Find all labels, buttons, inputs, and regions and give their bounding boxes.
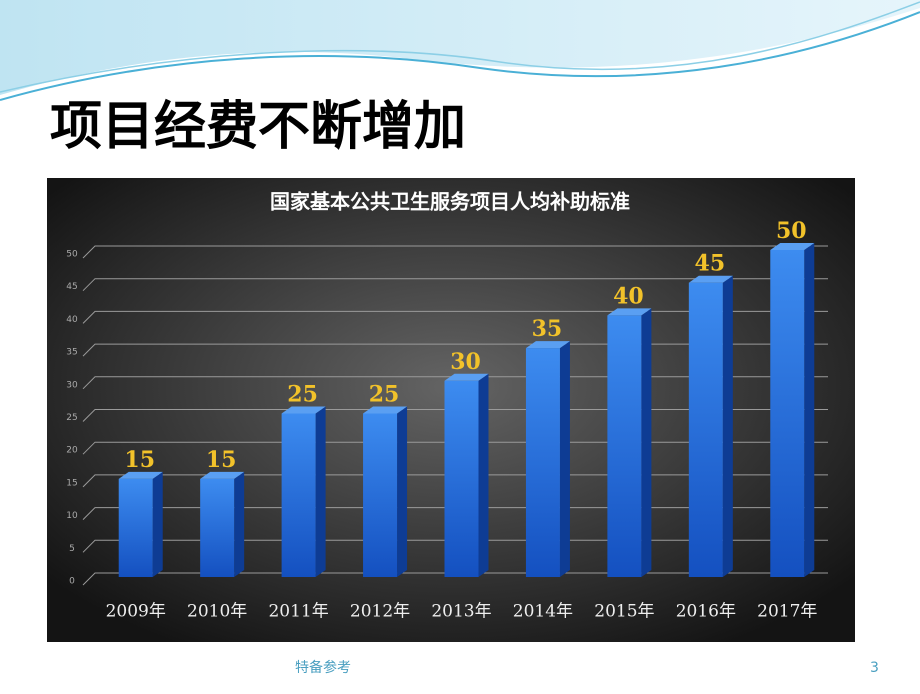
- footer: 特备参考: [295, 659, 351, 676]
- page-number: 3: [870, 660, 879, 676]
- grid-line: [82, 474, 828, 488]
- bar-top: [444, 373, 489, 381]
- bar: [118, 478, 153, 577]
- x-tick-label: 2010年: [187, 602, 247, 622]
- grid-line: [82, 539, 828, 553]
- value-label: 40: [613, 283, 644, 309]
- bar: [525, 348, 560, 577]
- bar-side: [722, 275, 733, 577]
- grid-line: [82, 343, 828, 357]
- header-wave-line: [0, 1, 920, 93]
- y-tick-label: 10: [66, 511, 78, 521]
- value-label: 15: [206, 447, 237, 473]
- bar-top: [200, 471, 245, 479]
- y-tick-label: 40: [66, 315, 78, 325]
- x-tick-label: 2009年: [106, 602, 166, 622]
- grid-line: [82, 572, 828, 586]
- bar: [444, 380, 479, 577]
- header-wave: [0, 0, 920, 95]
- x-tick-label: 2015年: [594, 602, 654, 622]
- x-tick-label: 2012年: [350, 602, 410, 622]
- bar-top: [607, 308, 652, 316]
- y-tick-label: 15: [66, 478, 77, 488]
- plot: 0 5 10 15 20 25 30 35 40 45 50 2009年 15 2010年 15 2011年 2…: [66, 218, 828, 622]
- grid-line: [82, 310, 828, 324]
- bar-side: [315, 406, 326, 577]
- bar: [200, 478, 235, 577]
- grid-line: [82, 507, 828, 520]
- value-label: 50: [776, 218, 807, 244]
- bar-top: [281, 406, 326, 414]
- bar-top: [688, 275, 733, 283]
- bar: [688, 282, 723, 577]
- grid-line: [82, 278, 828, 292]
- bar-side: [804, 243, 815, 577]
- grid-line: [82, 376, 828, 390]
- value-label: 35: [532, 316, 563, 342]
- bar: [363, 413, 398, 577]
- x-tick-label: 2016年: [676, 602, 736, 622]
- value-label: 25: [287, 382, 318, 408]
- grid-line: [82, 409, 828, 422]
- bar-side: [152, 471, 163, 577]
- bar-side: [234, 471, 245, 577]
- bar-top: [363, 406, 408, 414]
- value-label: 25: [369, 382, 400, 408]
- value-label: 30: [450, 349, 481, 375]
- y-tick-label: 5: [69, 544, 75, 554]
- y-tick-label: 35: [66, 348, 77, 358]
- bar-side: [478, 373, 489, 577]
- slide-title: 项目经费不断增加: [50, 97, 466, 157]
- bar-side: [397, 406, 408, 577]
- bar: [607, 315, 642, 577]
- x-tick-label: 2017年: [757, 602, 817, 622]
- value-label: 45: [695, 251, 726, 277]
- x-tick-label: 2014年: [513, 602, 573, 622]
- y-tick-label: 50: [66, 250, 78, 260]
- grid-line: [82, 441, 828, 455]
- header-wave-line: [0, 11, 920, 101]
- bar-side: [559, 341, 570, 577]
- bar-side: [641, 308, 652, 577]
- y-tick-label: 20: [66, 446, 78, 456]
- bar: [281, 413, 316, 577]
- y-tick-label: 0: [69, 577, 75, 587]
- y-tick-label: 25: [66, 413, 77, 423]
- x-tick-label: 2011年: [268, 602, 328, 622]
- bar-top: [770, 243, 815, 250]
- y-tick-label: 30: [66, 380, 78, 390]
- bar-top: [118, 471, 163, 479]
- bar: [770, 250, 805, 577]
- chart-title: 国家基本公共卫生服务项目人均补助标准: [270, 190, 630, 214]
- value-label: 15: [124, 447, 155, 473]
- bar-top: [525, 341, 570, 349]
- grid-line: [82, 245, 828, 259]
- y-tick-label: 45: [66, 282, 77, 292]
- x-tick-label: 2013年: [431, 602, 491, 622]
